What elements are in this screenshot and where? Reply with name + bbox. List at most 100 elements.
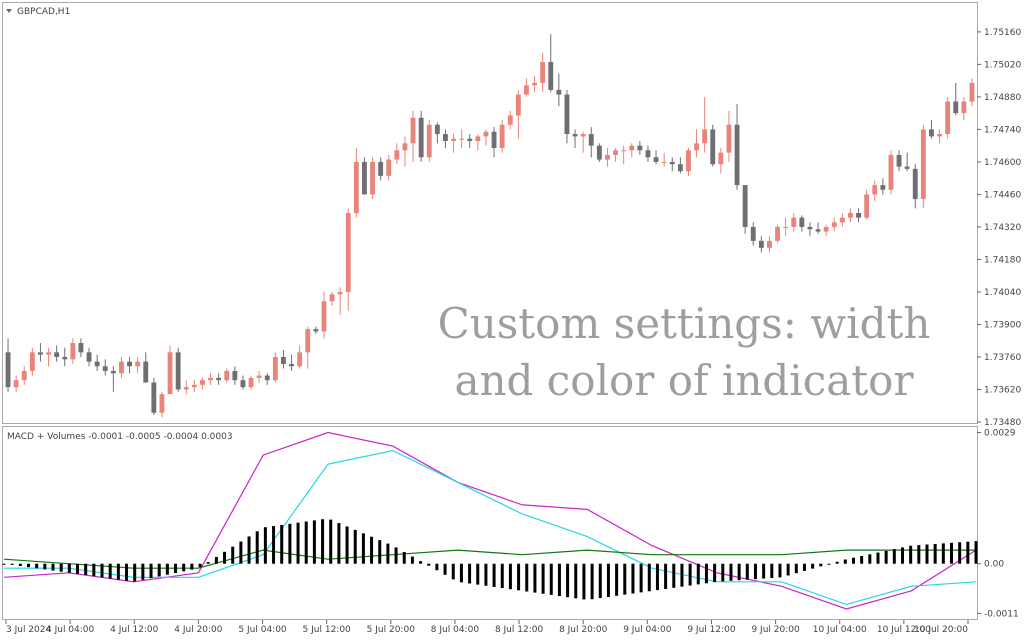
histogram-bar xyxy=(435,563,439,571)
candle-body xyxy=(856,213,861,218)
histogram-bar xyxy=(443,563,447,575)
candle-body xyxy=(920,129,926,200)
histogram-bar xyxy=(868,554,872,564)
candle-body xyxy=(807,226,813,230)
histogram-bar xyxy=(182,563,186,572)
histogram-bar xyxy=(410,556,414,564)
candle-body xyxy=(904,166,910,169)
histogram-bar xyxy=(321,519,325,564)
indicator-tick-label: -0.0011 xyxy=(984,609,1019,619)
histogram-bar xyxy=(811,563,815,569)
candle-body xyxy=(86,352,92,362)
candle-body xyxy=(329,294,335,302)
candle-body xyxy=(848,213,853,218)
candle-body xyxy=(248,377,254,388)
candle-body xyxy=(402,143,408,151)
histogram-bar xyxy=(933,543,937,564)
histogram-bar xyxy=(949,542,953,564)
time-tick-label: 10 Jul 12:00 xyxy=(877,625,931,635)
histogram-bar xyxy=(688,563,692,586)
candle-body xyxy=(499,124,505,148)
time-tick-label: 5 Jul 20:00 xyxy=(367,625,416,635)
histogram-bar xyxy=(451,563,455,580)
candle-body xyxy=(434,124,440,135)
histogram-bar xyxy=(566,563,570,598)
candle-body xyxy=(175,352,181,390)
histogram-bar xyxy=(247,536,251,564)
watermark-line-1: Custom settings: width xyxy=(438,299,931,348)
histogram-bar xyxy=(615,563,619,596)
candle-body xyxy=(483,131,489,137)
histogram-bar xyxy=(631,563,635,594)
candle-body xyxy=(46,352,51,355)
histogram-bar xyxy=(125,563,129,581)
histogram-bar xyxy=(925,544,929,564)
candle-body xyxy=(208,377,213,381)
histogram-bar xyxy=(819,563,823,567)
histogram-bar xyxy=(778,563,782,578)
candle-body xyxy=(70,343,76,360)
candle-body xyxy=(345,213,351,292)
histogram-bar xyxy=(745,563,749,580)
histogram-bar xyxy=(851,557,855,564)
indicator-tick-label: 0.00 xyxy=(984,560,1004,570)
candle-body xyxy=(815,229,821,232)
histogram-bar xyxy=(598,563,602,599)
price-tick-label: 1.74600 xyxy=(984,158,1021,168)
histogram-bar xyxy=(27,563,31,568)
histogram-bar xyxy=(876,552,880,564)
candle-body xyxy=(758,240,764,248)
candle-body xyxy=(953,101,959,114)
candle-body xyxy=(645,150,651,158)
candle-body xyxy=(378,161,384,176)
histogram-bar xyxy=(108,563,112,579)
time-tick-label: 5 Jul 04:00 xyxy=(238,625,287,635)
histogram-bar xyxy=(116,563,120,580)
candle-body xyxy=(613,150,618,155)
candle-body xyxy=(337,291,343,295)
time-tick-label: 9 Jul 04:00 xyxy=(623,625,672,635)
histogram-bar xyxy=(459,563,463,583)
candle-body xyxy=(240,380,246,388)
candle-body xyxy=(710,129,716,165)
candle-body xyxy=(831,222,837,227)
histogram-bar xyxy=(655,563,659,591)
candle-body xyxy=(119,361,124,374)
histogram-bar xyxy=(378,540,382,564)
candle-body xyxy=(572,134,578,137)
histogram-bar xyxy=(206,562,210,564)
histogram-bar xyxy=(794,563,798,574)
time-tick-label: 9 Jul 20:00 xyxy=(751,625,800,635)
histogram-bar xyxy=(680,563,684,587)
time-tick-label: 10 Jul 20:00 xyxy=(914,625,968,635)
indicator-tick-label: 0.0029 xyxy=(984,429,1016,439)
histogram-bar xyxy=(165,563,169,575)
candle-body xyxy=(443,134,448,142)
candle-body xyxy=(799,217,805,227)
histogram-bar xyxy=(786,563,790,576)
histogram-bar xyxy=(92,563,96,577)
price-tick-label: 1.75020 xyxy=(984,60,1021,70)
histogram-bar xyxy=(51,563,55,571)
histogram-bar xyxy=(704,563,708,584)
candle-body xyxy=(872,185,878,195)
histogram-bar xyxy=(672,563,676,588)
chart-title: GBPCAD,H1 xyxy=(17,7,70,17)
candle-body xyxy=(491,131,497,148)
candle-body xyxy=(232,370,238,381)
candle-body xyxy=(191,384,197,388)
histogram-bar xyxy=(884,550,888,564)
candle-body xyxy=(451,138,456,142)
collapse-triangle-icon[interactable] xyxy=(6,9,12,13)
histogram-bar xyxy=(909,545,913,564)
histogram-bar xyxy=(900,547,904,564)
candle-body xyxy=(596,145,602,160)
histogram-bar xyxy=(639,563,643,593)
histogram-bar xyxy=(84,563,88,576)
candle-body xyxy=(143,361,149,383)
histogram-bar xyxy=(288,523,292,564)
histogram-bar xyxy=(517,563,521,591)
time-tick-label: 10 Jul 04:00 xyxy=(813,625,867,635)
